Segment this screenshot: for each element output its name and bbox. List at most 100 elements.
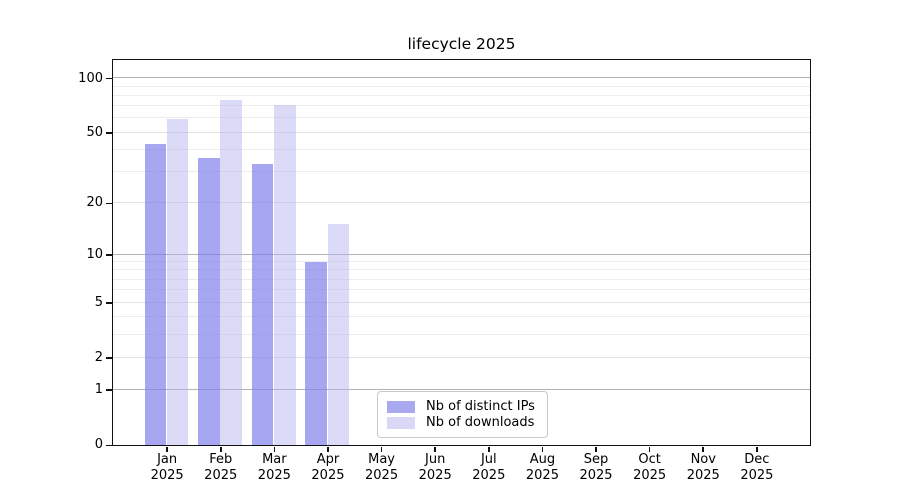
y-tick-label-100: 100	[78, 70, 103, 86]
x-tick-year: 2025	[204, 467, 238, 483]
x-tick-year: 2025	[740, 467, 774, 483]
x-tick-label-feb: Feb 2025	[193, 452, 249, 483]
y-tick-2	[106, 357, 112, 359]
x-tick-may	[380, 446, 383, 453]
x-tick-year: 2025	[418, 467, 452, 483]
x-tick-label-jul: Jul 2025	[461, 452, 517, 483]
x-tick-label-apr: Apr 2025	[300, 452, 356, 483]
minor-gridline-40	[112, 148, 810, 150]
mid-gridline-50	[112, 131, 810, 133]
x-tick-mar	[273, 446, 276, 453]
bar-feb-distinct-ips	[198, 157, 220, 445]
x-tick-month: Mar	[262, 452, 287, 467]
legend-item-downloads: Nb of downloads	[387, 415, 538, 430]
y-tick-label-0: 0	[94, 437, 103, 453]
legend-label-distinct-ips: Nb of distinct IPs	[426, 399, 535, 414]
legend-swatch-distinct-ips	[387, 400, 415, 413]
minor-gridline-60	[112, 117, 810, 119]
legend-swatch-downloads	[387, 416, 415, 429]
x-tick-nov	[702, 446, 705, 453]
x-tick-jan	[166, 446, 168, 453]
x-tick-year: 2025	[525, 467, 559, 483]
minor-gridline-4	[112, 316, 810, 318]
x-tick-month: Aug	[529, 452, 556, 467]
x-tick-label-aug: Aug 2025	[514, 452, 570, 483]
x-tick-apr	[327, 446, 329, 453]
minor-gridline-7	[112, 278, 810, 280]
x-tick-label-dec: Dec 2025	[729, 452, 785, 483]
y-tick-label-5: 5	[94, 294, 103, 310]
bar-feb-downloads	[220, 100, 242, 445]
x-tick-month: Dec	[744, 452, 770, 467]
bar-apr-downloads	[327, 224, 350, 445]
y-tick-50	[106, 132, 112, 134]
x-tick-year: 2025	[365, 467, 399, 483]
minor-gridline-90	[112, 85, 810, 87]
major-gridline-1	[112, 389, 810, 390]
x-tick-jul	[488, 446, 490, 453]
legend-item-distinct-ips: Nb of distinct IPs	[387, 399, 538, 414]
x-tick-year: 2025	[633, 467, 667, 483]
bars-layer	[113, 60, 810, 445]
minor-gridline-6	[112, 289, 810, 291]
x-tick-month: Sep	[583, 452, 609, 467]
legend-label-downloads: Nb of downloads	[426, 415, 535, 430]
legend: Nb of distinct IPs Nb of downloads	[377, 391, 548, 438]
x-tick-aug	[541, 446, 544, 453]
bar-mar-distinct-ips	[251, 164, 274, 445]
y-tick-1	[106, 389, 112, 391]
x-tick-month: Nov	[690, 452, 716, 467]
x-tick-month: Oct	[638, 452, 661, 467]
y-tick-label-1: 1	[94, 382, 103, 398]
minor-gridline-80	[112, 94, 810, 96]
x-tick-label-mar: Mar 2025	[246, 452, 302, 483]
x-tick-jun	[434, 446, 436, 453]
bar-apr-distinct-ips	[305, 261, 327, 445]
y-tick-label-2: 2	[94, 349, 103, 365]
major-gridline-10	[112, 253, 810, 255]
x-tick-label-jun: Jun 2025	[407, 452, 463, 483]
x-tick-month: Jul	[480, 452, 497, 467]
minor-gridline-9	[112, 261, 810, 263]
x-tick-month: Apr	[316, 452, 340, 467]
x-tick-sep	[595, 446, 597, 453]
x-tick-year: 2025	[686, 467, 720, 483]
y-tick-20	[106, 202, 112, 205]
bar-jan-distinct-ips	[144, 143, 167, 445]
grid-layer	[112, 60, 810, 445]
x-tick-year: 2025	[150, 467, 184, 483]
x-tick-label-jan: Jan 2025	[139, 452, 195, 483]
x-tick-year: 2025	[311, 467, 345, 483]
y-tick-10	[106, 253, 112, 256]
y-tick-label-20: 20	[86, 195, 103, 211]
mid-gridline-2	[112, 356, 810, 358]
bar-mar-downloads	[273, 104, 296, 445]
y-tick-100	[106, 77, 112, 80]
x-tick-month: May	[368, 452, 395, 467]
mid-gridline-5	[112, 301, 810, 303]
x-tick-month: Jan	[157, 452, 178, 467]
major-gridline-100	[112, 77, 810, 79]
x-tick-label-nov: Nov 2025	[675, 452, 731, 483]
x-tick-month: Jun	[425, 452, 446, 467]
x-tick-month: Feb	[209, 452, 233, 467]
x-tick-label-sep: Sep 2025	[568, 452, 624, 483]
y-tick-5	[106, 302, 112, 304]
x-tick-year: 2025	[257, 467, 291, 483]
x-tick-year: 2025	[579, 467, 613, 483]
y-tick-label-50: 50	[86, 124, 103, 140]
x-tick-dec	[756, 446, 758, 453]
minor-gridline-70	[112, 105, 810, 107]
x-tick-label-oct: Oct 2025	[622, 452, 678, 483]
x-tick-label-may: May 2025	[354, 452, 410, 483]
y-tick-0	[106, 444, 112, 447]
x-tick-year: 2025	[472, 467, 506, 483]
x-tick-oct	[648, 446, 651, 453]
y-tick-label-10: 10	[86, 246, 103, 262]
minor-gridline-8	[112, 269, 810, 271]
minor-gridline-30	[112, 171, 810, 173]
chart-title: lifecycle 2025	[407, 35, 516, 53]
bar-jan-downloads	[166, 119, 189, 445]
mid-gridline-20	[112, 202, 810, 204]
